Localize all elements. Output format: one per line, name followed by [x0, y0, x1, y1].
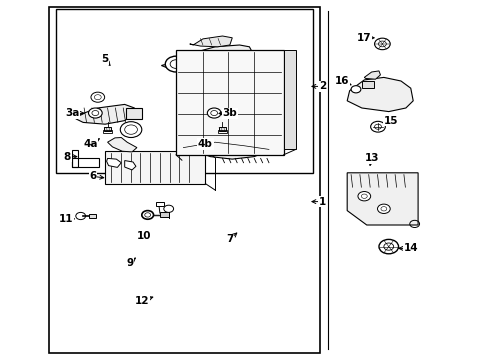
- Text: 7: 7: [225, 234, 233, 244]
- Text: 3b: 3b: [222, 108, 237, 118]
- Bar: [361, 81, 373, 88]
- Text: 1: 1: [319, 197, 325, 207]
- Text: 13: 13: [364, 153, 378, 163]
- Bar: [283, 50, 295, 149]
- Text: 4a: 4a: [83, 139, 98, 149]
- Circle shape: [165, 56, 186, 72]
- Circle shape: [142, 211, 153, 219]
- Bar: [217, 130, 227, 133]
- Circle shape: [370, 121, 385, 132]
- Bar: [72, 158, 99, 167]
- Circle shape: [207, 108, 221, 118]
- Polygon shape: [193, 121, 273, 159]
- Polygon shape: [189, 36, 232, 47]
- Polygon shape: [346, 77, 412, 112]
- Text: 5: 5: [102, 54, 108, 64]
- Polygon shape: [124, 161, 136, 170]
- Circle shape: [163, 205, 173, 212]
- Bar: [102, 130, 112, 133]
- Text: 12: 12: [134, 296, 149, 306]
- Bar: [160, 212, 168, 217]
- Circle shape: [377, 204, 389, 213]
- Text: 4b: 4b: [198, 139, 212, 149]
- Bar: [176, 50, 283, 155]
- Bar: [56, 9, 312, 173]
- Text: 11: 11: [59, 214, 74, 224]
- Polygon shape: [107, 138, 137, 152]
- Circle shape: [378, 239, 398, 254]
- Bar: [72, 150, 78, 167]
- Bar: [88, 214, 96, 218]
- Circle shape: [357, 192, 370, 201]
- Circle shape: [350, 86, 360, 93]
- Bar: [49, 7, 320, 353]
- Circle shape: [228, 60, 250, 76]
- Circle shape: [91, 92, 104, 102]
- Circle shape: [120, 122, 142, 138]
- Circle shape: [374, 38, 389, 50]
- Text: 15: 15: [383, 116, 398, 126]
- Text: 10: 10: [137, 231, 151, 241]
- Circle shape: [88, 108, 102, 118]
- Bar: [104, 127, 111, 131]
- Text: 8: 8: [64, 152, 71, 162]
- Text: 9: 9: [126, 258, 133, 268]
- Bar: [219, 127, 225, 131]
- Circle shape: [76, 212, 85, 220]
- Polygon shape: [161, 45, 254, 79]
- Bar: [105, 151, 205, 184]
- Polygon shape: [346, 173, 417, 225]
- Text: 14: 14: [403, 243, 417, 253]
- Text: 17: 17: [356, 33, 371, 43]
- Text: 6: 6: [89, 171, 96, 181]
- Bar: [155, 202, 164, 206]
- Text: 3a: 3a: [65, 108, 80, 118]
- Polygon shape: [364, 71, 380, 79]
- Text: 2: 2: [319, 81, 325, 91]
- Text: 16: 16: [334, 76, 349, 86]
- Bar: [126, 108, 142, 119]
- Polygon shape: [76, 104, 134, 124]
- Polygon shape: [106, 158, 121, 167]
